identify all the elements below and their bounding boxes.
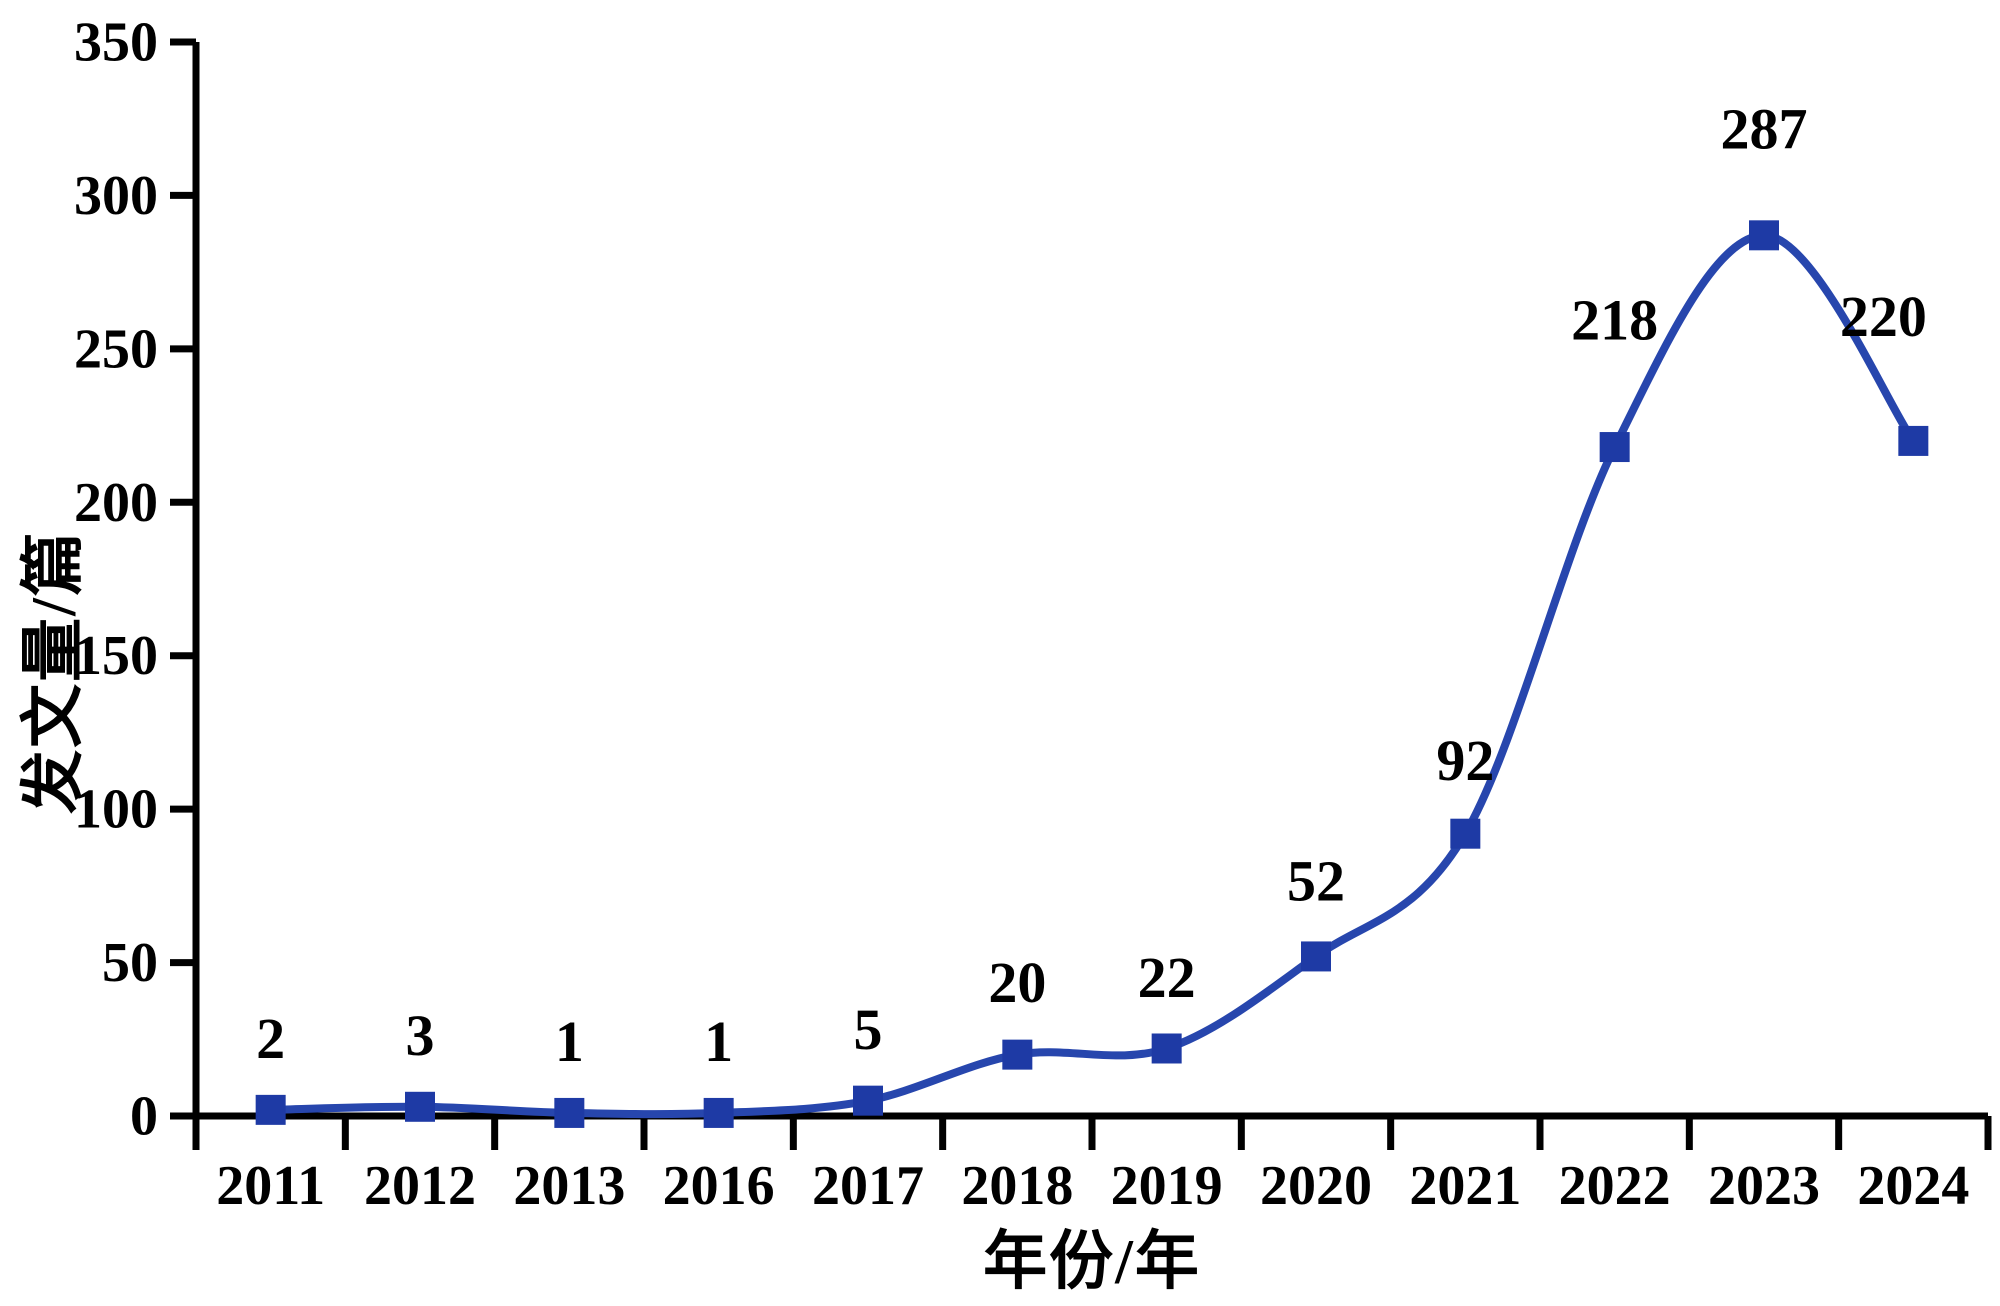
y-tick-label: 100	[74, 779, 158, 841]
data-point-marker	[1151, 1033, 1182, 1064]
x-tick-label: 2019	[1111, 1155, 1223, 1217]
data-label: 1	[704, 1009, 733, 1074]
data-label: 20	[988, 950, 1046, 1015]
x-tick-label: 2013	[513, 1155, 625, 1217]
data-label: 3	[406, 1003, 435, 1068]
data-label: 220	[1840, 284, 1927, 349]
x-tick-label: 2024	[1857, 1155, 1969, 1217]
data-label: 92	[1436, 728, 1494, 793]
data-point-marker	[255, 1094, 286, 1125]
x-tick-label: 2016	[663, 1155, 775, 1217]
data-label: 2	[256, 1006, 285, 1071]
x-tick-label: 2021	[1409, 1155, 1521, 1217]
x-tick-label: 2012	[364, 1155, 476, 1217]
data-point-marker	[1898, 425, 1929, 456]
data-label: 218	[1571, 287, 1658, 352]
x-tick-label: 2020	[1260, 1155, 1372, 1217]
data-point-marker	[853, 1085, 883, 1116]
data-point-marker	[1450, 818, 1481, 849]
y-tick-label: 250	[74, 318, 158, 380]
data-label: 22	[1138, 945, 1196, 1010]
y-tick-label: 350	[74, 11, 158, 73]
y-tick-label: 150	[74, 625, 158, 687]
y-tick-label: 300	[74, 165, 158, 227]
data-point-marker	[554, 1097, 585, 1128]
data-label: 287	[1721, 97, 1808, 162]
data-label: 1	[555, 1009, 584, 1074]
data-point-marker	[1599, 432, 1630, 463]
y-tick-label: 200	[74, 472, 158, 534]
data-point-marker	[405, 1091, 435, 1122]
trend-line	[270, 231, 1917, 1119]
x-tick-label: 2023	[1708, 1155, 1820, 1217]
data-label: 52	[1287, 849, 1345, 914]
x-axis-title: 年份/年	[983, 1226, 1201, 1297]
data-point-marker	[1749, 220, 1779, 251]
y-tick-label: 50	[102, 932, 158, 994]
x-tick-label: 2017	[812, 1155, 924, 1217]
x-tick-label: 2022	[1559, 1155, 1671, 1217]
data-label: 5	[854, 997, 883, 1062]
data-point-marker	[1002, 1039, 1033, 1070]
data-point-marker	[1301, 941, 1331, 972]
x-tick-label: 2011	[216, 1155, 325, 1217]
y-tick-label: 0	[130, 1085, 158, 1147]
x-tick-label: 2018	[961, 1155, 1073, 1217]
data-point-marker	[703, 1097, 734, 1128]
